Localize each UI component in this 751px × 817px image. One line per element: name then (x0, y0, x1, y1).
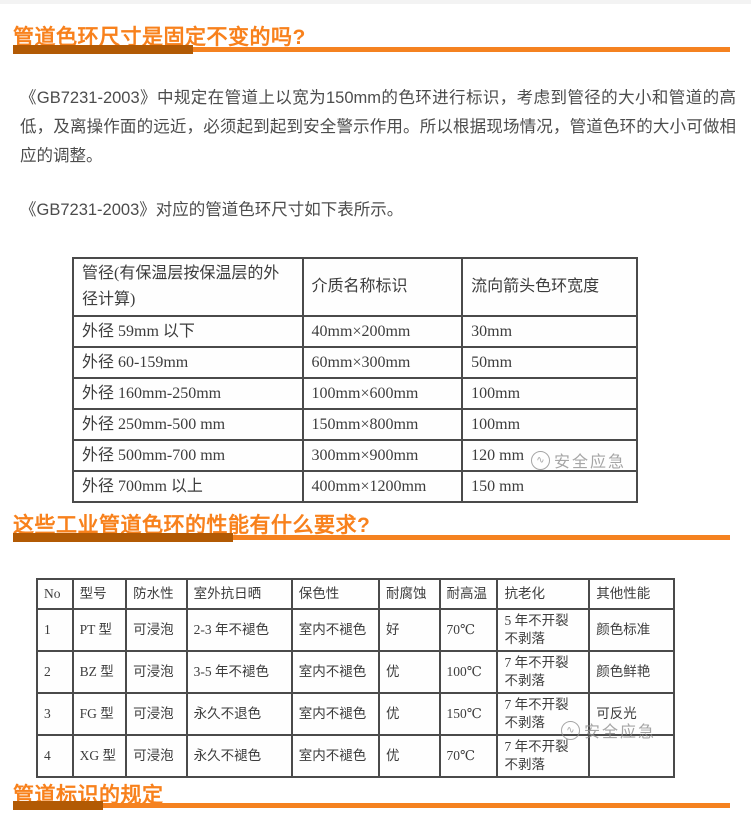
table-cell: 100mm×600mm (301, 377, 464, 410)
underline-light-bar (233, 535, 730, 540)
table-cell: 优 (378, 692, 441, 736)
watermark: ∿ 安全应急 (531, 448, 626, 472)
table-cell: 颜色标准 (588, 608, 675, 652)
table-cell: 300mm×900mm (301, 439, 464, 472)
table-cell: 颜色鲜艳 (588, 650, 675, 694)
table-cell: 30mm (461, 315, 638, 348)
table-cell: 50mm (461, 346, 638, 379)
table-cell: PT 型 (71, 608, 128, 652)
table-cell: 外径 700mm 以上 (72, 470, 304, 503)
table-cell: 1 (36, 608, 74, 652)
table-cell: 70℃ (438, 608, 499, 652)
underline-dark-bar (13, 801, 103, 810)
table-cell: FG 型 (71, 692, 128, 736)
table-cell: XG 型 (71, 734, 128, 778)
table-cell: 可浸泡 (125, 734, 188, 778)
table-cell: 4 (36, 734, 74, 778)
section-title-performance: 这些工业管道色环的性能有什么要求? (13, 514, 371, 537)
heading-underline (13, 45, 730, 54)
underline-light-bar (103, 803, 730, 808)
table-row: 外径 160mm-250mm 100mm×600mm 100mm (72, 377, 638, 410)
table-cell: 可浸泡 (125, 650, 188, 694)
table-cell: 3 (36, 692, 74, 736)
table-cell: 400mm×1200mm (301, 470, 464, 503)
table-row: 外径 250mm-500 mm 150mm×800mm 100mm (72, 408, 638, 441)
section-title-ring-size: 管道色环尺寸是固定不变的吗? (13, 26, 306, 49)
table-cell: 7 年不开裂 不剥落 (496, 734, 591, 778)
table-cell (588, 734, 675, 778)
table-cell: 100℃ (438, 650, 499, 694)
watermark-logo-icon: ∿ (561, 720, 580, 740)
table-cell: 优 (378, 734, 441, 778)
top-divider (0, 0, 751, 4)
table-cell: 外径 59mm 以下 (72, 315, 304, 348)
table-cell: BZ 型 (71, 650, 128, 694)
table-header-cell: 其他性能 (588, 578, 675, 610)
table-cell: 外径 60-159mm (72, 346, 304, 379)
table-cell: 外径 250mm-500 mm (72, 408, 304, 441)
table-row: 外径 700mm 以上 400mm×1200mm 150 mm (72, 470, 638, 503)
table-cell: 室内不褪色 (290, 692, 381, 736)
table-cell: 150mm×800mm (301, 408, 464, 441)
table-cell: 5 年不开裂 不剥落 (496, 608, 591, 652)
table-cell: 150℃ (438, 692, 499, 736)
table-header-cell: 耐腐蚀 (378, 578, 441, 610)
table-cell: 可反光 (588, 692, 675, 736)
table-cell: 室内不褪色 (290, 734, 381, 778)
underline-light-bar (193, 47, 730, 52)
table-row: 3 FG 型可浸泡 永久不退色 室内不褪色优 150℃ 7 年不开裂 不剥落 可反光 (36, 692, 675, 736)
table-cell: 可浸泡 (125, 692, 188, 736)
watermark-logo-icon: ∿ (531, 450, 550, 470)
table-cell: 2 (36, 650, 74, 694)
table-row: 1 PT 型可浸泡 2-3 年不褪色 室内不褪色好 70℃ 5 年不开裂 不剥落 颜色标准 (36, 608, 675, 652)
table-header-cell: 防水性 (125, 578, 188, 610)
table-cell: 70℃ (438, 734, 499, 778)
table-cell: 100mm (461, 408, 638, 441)
table-cell: 120 mm (461, 439, 638, 472)
table-row: 外径 59mm 以下 40mm×200mm 30mm (72, 315, 638, 348)
table-cell: 外径 160mm-250mm (72, 377, 304, 410)
table-cell: 7 年不开裂 不剥落 (496, 650, 591, 694)
table-header-row: 管径(有保温层按保温层的外径计算) 介质名称标识 流向箭头色环宽度 (72, 257, 638, 317)
table-cell: 可浸泡 (125, 608, 188, 652)
table-cell: 优 (378, 650, 441, 694)
table-header-cell: 流向箭头色环宽度 (461, 257, 638, 317)
table-cell: 100mm (461, 377, 638, 410)
heading-underline (13, 533, 730, 542)
table-cell: 40mm×200mm (301, 315, 464, 348)
table-header-cell: 管径(有保温层按保温层的外径计算) (72, 257, 304, 317)
table-cell: 室内不褪色 (290, 650, 381, 694)
paragraph-ring-size-intro: 《GB7231-2003》中规定在管道上以宽为150mm的色环进行标识，考虑到管… (20, 89, 736, 165)
table-cell: 2-3 年不褪色 (185, 608, 293, 652)
table-header-cell: 型号 (71, 578, 128, 610)
underline-dark-bar (13, 45, 193, 54)
table-row: 4 XG 型可浸泡 永久不褪色 室内不褪色优 70℃ 7 年不开裂 不剥落 (36, 734, 675, 778)
table-row: 外径 500mm-700 mm 300mm×900mm 120 mm (72, 439, 638, 472)
watermark-text: 安全应急 (584, 724, 657, 741)
table-cell: 永久不退色 (185, 692, 293, 736)
table-header-cell: 耐高温 (438, 578, 499, 610)
underline-dark-bar (13, 533, 233, 542)
table-cell: 150 mm (461, 470, 638, 503)
table-header-cell: 保色性 (290, 578, 381, 610)
heading-underline (13, 801, 730, 810)
table-cell: 好 (378, 608, 441, 652)
table-row: 外径 60-159mm 60mm×300mm 50mm (72, 346, 638, 379)
table-header-cell: 抗老化 (496, 578, 591, 610)
paragraph-table-lead-in: 《GB7231-2003》对应的管道色环尺寸如下表所示。 (20, 201, 404, 219)
table-header-cell: No (36, 578, 74, 610)
table-header-row: No 型号 防水性 室外抗日晒 保色性 耐腐蚀 耐高温 抗老化 其他性能 (36, 578, 675, 610)
table-header-cell: 室外抗日晒 (185, 578, 293, 610)
table-cell: 室内不褪色 (290, 608, 381, 652)
watermark: ∿ 安全应急 (561, 718, 656, 742)
table-row: 2 BZ 型可浸泡 3-5 年不褪色 室内不褪色优 100℃ 7 年不开裂 不剥落 颜色鲜艳 (36, 650, 675, 694)
performance-table: No 型号 防水性 室外抗日晒 保色性 耐腐蚀 耐高温 抗老化 其他性能 1 PT 型可浸泡 2-3 … (36, 578, 675, 778)
watermark-text: 安全应急 (554, 454, 627, 471)
table-cell: 60mm×300mm (301, 346, 464, 379)
table-cell: 外径 500mm-700 mm (72, 439, 304, 472)
table-cell: 3-5 年不褪色 (185, 650, 293, 694)
table-cell: 永久不褪色 (185, 734, 293, 778)
table-header-cell: 介质名称标识 (301, 257, 464, 317)
